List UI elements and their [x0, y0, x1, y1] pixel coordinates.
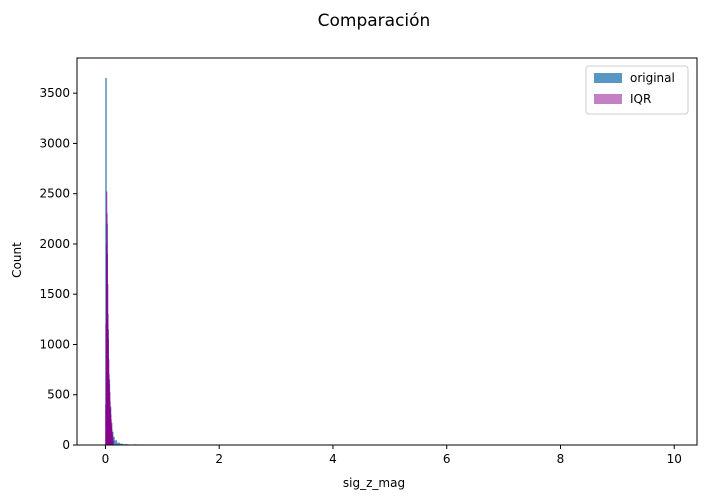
legend: original IQR [585, 65, 689, 115]
x-axis-label: sig_z_mag [343, 476, 405, 490]
y-tick-label-500: 500 [47, 388, 70, 402]
plot-area: 0 2 4 6 8 10 0 500 1000 1500 2000 2500 3000 3500 [39, 57, 698, 466]
y-tick-label-1000: 1000 [39, 337, 70, 351]
y-tick-label-1500: 1500 [39, 287, 70, 301]
legend-swatch-original [594, 73, 622, 83]
y-tick-label-2000: 2000 [39, 237, 70, 251]
legend-label-iqr: IQR [630, 92, 651, 106]
y-tick-label-2500: 2500 [39, 187, 70, 201]
axes-frame [76, 57, 698, 446]
y-axis-label: Count [10, 242, 24, 278]
x-tick-label-8: 8 [557, 452, 565, 466]
series-iqr [105, 191, 114, 446]
chart-title: Comparación [318, 11, 431, 31]
x-tick-label-0: 0 [102, 452, 110, 466]
series-original [105, 77, 675, 446]
x-tick-label-6: 6 [443, 452, 451, 466]
x-tick-label-2: 2 [215, 452, 223, 466]
y-tick-label-3500: 3500 [39, 86, 70, 100]
x-tick-label-4: 4 [329, 452, 337, 466]
bar-iqr-22 [112, 440, 114, 446]
legend-swatch-iqr [594, 94, 622, 104]
x-tick-label-10: 10 [667, 452, 682, 466]
bar-original-8 [114, 440, 117, 446]
y-tick-label-3000: 3000 [39, 136, 70, 150]
legend-label-original: original [630, 71, 675, 85]
y-tick-label-0: 0 [62, 438, 70, 452]
